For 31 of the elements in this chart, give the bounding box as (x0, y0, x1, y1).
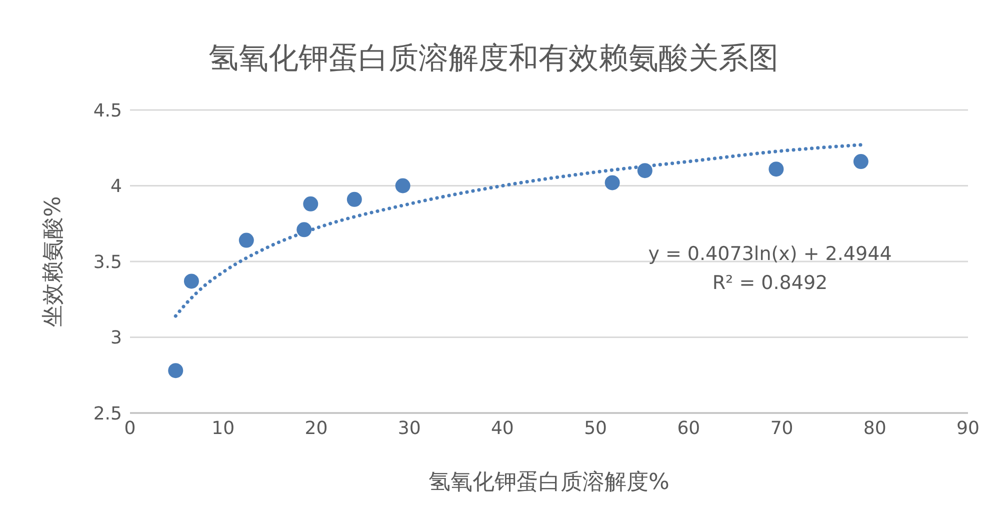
x-tick-label: 40 (490, 418, 514, 439)
point (168, 363, 184, 378)
y-axis-title: 坐效赖氨酸% (40, 196, 66, 327)
point (395, 178, 410, 194)
y-tick-label: 3 (110, 328, 122, 349)
x-tick-label: 90 (956, 418, 980, 439)
point (238, 232, 254, 248)
x-tick-label: 0 (124, 418, 136, 439)
point (604, 175, 620, 190)
point (303, 196, 318, 212)
x-tick-label: 30 (398, 418, 421, 439)
point (346, 192, 362, 207)
y-tick-label: 2.5 (93, 403, 122, 424)
x-tick-label: 50 (584, 418, 608, 439)
y-tick-label: 4 (110, 176, 122, 198)
y-tick-label: 3.5 (93, 252, 122, 273)
x-tick-label: 20 (304, 418, 328, 439)
x-axis-title: 氢氧化钾蛋白质溶解度% (428, 470, 670, 495)
y-tick-label: 4.5 (93, 100, 122, 122)
point (184, 274, 199, 289)
point (768, 162, 784, 177)
point (296, 222, 312, 238)
x-tick-label: 70 (770, 418, 794, 439)
x-tick-label: 80 (863, 418, 886, 439)
point (853, 154, 868, 170)
annotation: y = 0.4073ln(x) + 2.4944 (647, 242, 893, 267)
point (637, 163, 652, 178)
x-tick-label: 10 (212, 418, 235, 439)
chart-title: 氢氧化钾蛋白质溶解度和有效赖氨酸关系图 (208, 40, 780, 78)
x-tick-label: 60 (677, 418, 700, 439)
annotation: R² = 0.8492 (711, 271, 829, 296)
